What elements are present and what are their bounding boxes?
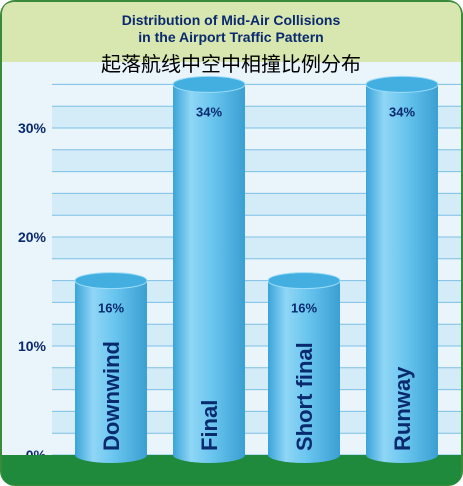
stripe-band: [52, 324, 461, 346]
stripe-band: [52, 237, 461, 259]
stripe-band: [52, 149, 461, 172]
data-label: 34%: [389, 104, 415, 119]
category-label: Runway: [390, 366, 415, 451]
y-tick-label: 10%: [18, 338, 47, 354]
y-axis-ticks: 0%10%20%30%: [18, 120, 47, 463]
data-label: 16%: [98, 301, 124, 316]
header-background: [2, 2, 461, 62]
bar-top: [74, 272, 148, 290]
bar-top: [365, 75, 439, 93]
stripe-band: [52, 106, 461, 128]
chart-title-line1: Distribution of Mid-Air Collisions: [122, 12, 341, 28]
bar: [74, 272, 148, 463]
chart-subtitle: 起落航线中空中相撞比例分布: [101, 52, 361, 76]
category-label: Downwind: [99, 341, 124, 451]
bar-top: [267, 272, 341, 290]
bar: [365, 75, 439, 464]
y-tick-label: 30%: [18, 120, 47, 136]
stripe-band: [52, 367, 461, 390]
bar-body: [268, 280, 340, 463]
chart-header: Distribution of Mid-Air Collisions in th…: [2, 2, 461, 62]
bar: [172, 75, 246, 464]
stripe-band: [52, 280, 461, 303]
stripe-band: [52, 193, 461, 216]
stripe-bands: [52, 106, 461, 434]
bar-body: [173, 84, 245, 464]
bar: [267, 272, 341, 463]
category-label: Final: [197, 400, 222, 451]
bar-body: [75, 280, 147, 463]
bar-body: [366, 84, 438, 464]
data-label: 34%: [196, 104, 222, 119]
data-label: 16%: [291, 301, 317, 316]
chart-title-line2: in the Airport Traffic Pattern: [138, 29, 323, 45]
bars: 16% Downwind 34% Final 16% Short final 34% Runw…: [74, 75, 439, 464]
bar-top: [172, 75, 246, 93]
stripe-band: [52, 411, 461, 434]
category-label: Short final: [292, 342, 317, 451]
y-tick-label: 20%: [18, 229, 47, 245]
